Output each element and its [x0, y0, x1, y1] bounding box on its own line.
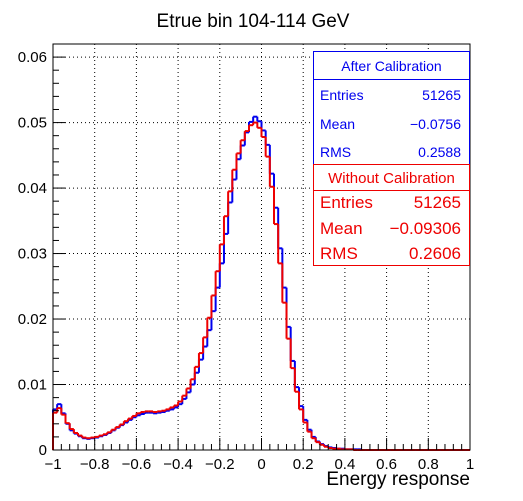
- stats-title-after: After Calibration: [341, 58, 442, 74]
- stats-divider: [314, 190, 469, 191]
- stats-value: 51265: [413, 193, 461, 212]
- x-tick-label: −0.6: [122, 456, 152, 473]
- stats-label: RMS: [320, 244, 358, 263]
- stats-row-rms-without: RMS 0.2606: [320, 244, 461, 264]
- stats-title-without: Without Calibration: [328, 170, 455, 187]
- stats-value: 51265: [422, 87, 461, 103]
- stats-value: 0.2588: [418, 144, 461, 160]
- stats-row-entries-without: Entries 51265: [320, 193, 461, 213]
- stats-box-after-calibration: After Calibration Entries 51265 Mean −0.…: [313, 51, 470, 166]
- x-axis: −1 −0.8 −0.6 −0.4 −0.2 0 0.2 0.4 0.6 0.8 1: [44, 438, 474, 473]
- y-tick-label: 0.02: [18, 311, 47, 328]
- stats-label: Entries: [320, 87, 364, 103]
- x-tick-label: 0.6: [376, 456, 397, 473]
- chart-title: Etrue bin 104-114 GeV: [157, 11, 350, 32]
- x-tick-label: 0.8: [418, 456, 439, 473]
- stats-row-entries-after: Entries 51265: [320, 87, 461, 103]
- y-tick-label: 0.01: [18, 377, 47, 394]
- x-tick-label: 1: [466, 456, 474, 473]
- x-axis-label: Energy response: [326, 469, 470, 490]
- stats-row-mean-after: Mean −0.0756: [320, 116, 461, 132]
- stats-box-without-calibration: Without Calibration Entries 51265 Mean −…: [313, 164, 470, 266]
- stats-label: RMS: [320, 144, 352, 160]
- x-tick-label: 0.4: [334, 456, 355, 473]
- stats-row-rms-after: RMS 0.2588: [320, 144, 461, 160]
- histogram-series: [52, 115, 470, 451]
- x-tick-label: −0.2: [205, 456, 235, 473]
- stats-value: 0.2606: [409, 244, 461, 263]
- stats-row-mean-without: Mean −0.09306: [320, 219, 461, 239]
- x-tick-label: 0.2: [293, 456, 314, 473]
- series-without-calibration: [52, 121, 470, 451]
- y-tick-label: 0.06: [18, 49, 47, 66]
- x-tick-label: −1: [44, 456, 61, 473]
- y-tick-label: 0.05: [18, 115, 47, 132]
- y-tick-label: 0.03: [18, 246, 47, 263]
- x-tick-label: −0.4: [163, 456, 193, 473]
- stats-value: −0.09306: [389, 219, 461, 238]
- stats-value: −0.0756: [410, 116, 461, 132]
- x-tick-label: −0.8: [80, 456, 110, 473]
- stats-divider: [314, 79, 469, 80]
- y-tick-label: 0.04: [18, 180, 47, 197]
- stats-label: Entries: [320, 193, 373, 212]
- x-tick-label: 0: [257, 456, 265, 473]
- stats-label: Mean: [320, 219, 363, 238]
- stats-label: Mean: [320, 116, 356, 132]
- y-tick-label: 0: [39, 442, 47, 459]
- y-axis: 0 0.01 0.02 0.03 0.04 0.05 0.06: [18, 43, 65, 459]
